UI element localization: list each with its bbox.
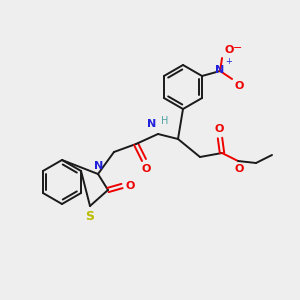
Text: N: N [215,65,225,75]
Text: H: H [161,116,168,126]
Text: O: O [224,45,233,55]
Text: O: O [234,164,244,174]
Text: O: O [141,164,151,174]
Text: +: + [225,57,232,66]
Text: S: S [85,210,94,223]
Text: N: N [94,161,103,171]
Text: O: O [125,181,134,191]
Text: O: O [214,124,224,134]
Text: O: O [234,81,243,91]
Text: −: − [233,43,242,53]
Text: N: N [147,119,156,129]
